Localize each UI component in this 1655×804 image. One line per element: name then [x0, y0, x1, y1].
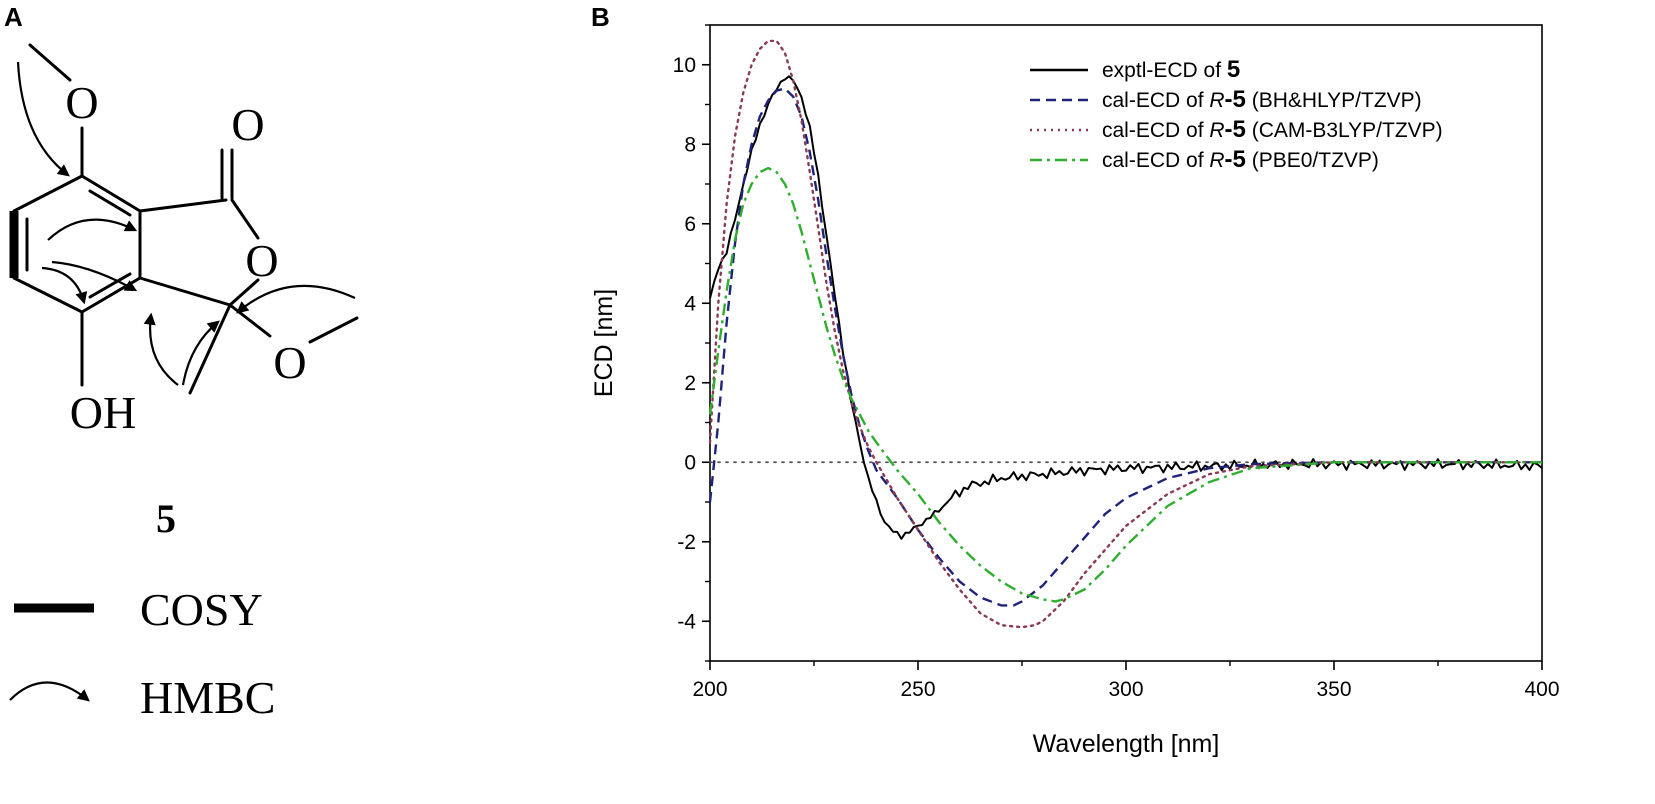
legend-label-prefix: exptl-ECD of [1102, 59, 1227, 82]
hmbc-key-arrow [9, 681, 90, 702]
legend-label-1: cal-ECD of R-5 (BH&HLYP/TZVP) [1102, 86, 1422, 113]
series-line-2 [708, 39, 1544, 629]
y-tick-label: 10 [673, 54, 696, 77]
panel-a: A [4, 2, 359, 723]
series-line-0 [709, 75, 1543, 540]
hmbc-arrow-methoxy-right [236, 284, 356, 314]
x-axis-title: Wavelength [nm] [1033, 730, 1220, 758]
legend-label-suffix: (CAM-B3LYP/TZVP) [1246, 119, 1443, 142]
legend-label-bold: -5 [1225, 86, 1246, 113]
bond-lactone-4 [138, 276, 232, 307]
x-tick-label: 200 [692, 678, 727, 701]
legend-label-italic: R [1209, 119, 1224, 142]
atom-o-methoxy-top: O [65, 77, 98, 128]
series-lines [708, 39, 1544, 629]
panel-b-label: B [591, 2, 610, 32]
cosy-label: COSY [140, 584, 263, 635]
x-tick-label: 350 [1316, 678, 1351, 701]
bond-lactone-3 [228, 278, 260, 307]
bond-lactone-1 [138, 198, 228, 213]
bond-c3-o [228, 303, 272, 338]
x-tick-label: 400 [1524, 678, 1559, 701]
legend-label-bold: 5 [1227, 56, 1240, 83]
bond-methyl-top [28, 43, 72, 82]
panel-a-label: A [4, 2, 23, 32]
bond-lactone-2 [230, 198, 260, 240]
x-tick-label: 300 [1108, 678, 1143, 701]
atom-hydroxyl: OH [70, 387, 136, 438]
x-tick-label: 250 [900, 678, 935, 701]
chart-plot: 200 250 300 350 400 -4 -2 0 2 4 6 8 10 [673, 24, 1560, 701]
legend-label-prefix: cal-ECD of [1102, 119, 1209, 142]
bond-methyl-c3 [188, 303, 232, 395]
compound-number: 5 [156, 496, 176, 541]
hmbc-label: HMBC [140, 672, 275, 723]
series-line-1 [708, 87, 1542, 607]
axis-ticks: 200 250 300 350 400 -4 -2 0 2 4 6 8 10 [673, 24, 1560, 701]
bond-ring-1 [80, 174, 142, 213]
series-line-3 [708, 166, 1542, 603]
legend-label-suffix: (BH&HLYP/TZVP) [1246, 89, 1422, 112]
atom-o-methoxy-right: O [273, 337, 306, 388]
bond-methyl-right [308, 316, 359, 344]
y-tick-label: 6 [684, 213, 696, 236]
legend-label-prefix: cal-ECD of [1102, 149, 1209, 172]
bond-ring-6 [12, 174, 84, 213]
legend-label-2: cal-ECD of R-5 (CAM-B3LYP/TZVP) [1102, 116, 1443, 143]
hmbc-arrow-methyl-c3b [181, 320, 220, 386]
y-tick-label: 2 [684, 372, 696, 395]
y-tick-label: -2 [677, 531, 696, 554]
legend-label-3: cal-ECD of R-5 (PBE0/TZVP) [1102, 146, 1379, 173]
y-tick-label: 0 [684, 451, 696, 474]
hmbc-arrow-h6a [51, 260, 138, 292]
atom-o-ring: O [245, 235, 278, 286]
bond-ring-4 [12, 276, 84, 314]
legend-label-bold: -5 [1225, 146, 1246, 173]
hmbc-arrow-h5 [47, 218, 138, 241]
panel-b: B 200 250 300 350 400 -4 -2 0 2 4 6 8 10 Wavelength … [590, 2, 1560, 758]
hmbc-arrow-methyl-c3a [143, 312, 179, 386]
legend-label-0: exptl-ECD of 5 [1102, 56, 1240, 83]
aromatic-inner-1 [88, 189, 132, 217]
legend-label-suffix: (PBE0/TZVP) [1246, 149, 1379, 172]
atom-o-carbonyl: O [231, 99, 264, 150]
y-tick-label: -4 [677, 610, 696, 633]
y-axis-title: ECD [nm] [590, 289, 618, 397]
hmbc-arrow-methoxy-top [16, 61, 70, 177]
hmbc-arrow-h6b [41, 266, 88, 305]
legend-label-italic: R [1209, 149, 1224, 172]
aromatic-inner-2 [88, 272, 132, 299]
hmbc-correlations [16, 61, 356, 386]
legend-label-italic: R [1209, 89, 1224, 112]
y-tick-label: 8 [684, 133, 696, 156]
molecule-bonds [9, 43, 359, 395]
legend-label-bold: -5 [1225, 116, 1246, 143]
nmr-legend: COSY HMBC [9, 584, 275, 723]
y-tick-label: 4 [684, 292, 696, 315]
legend-label-prefix: cal-ECD of [1102, 89, 1209, 112]
